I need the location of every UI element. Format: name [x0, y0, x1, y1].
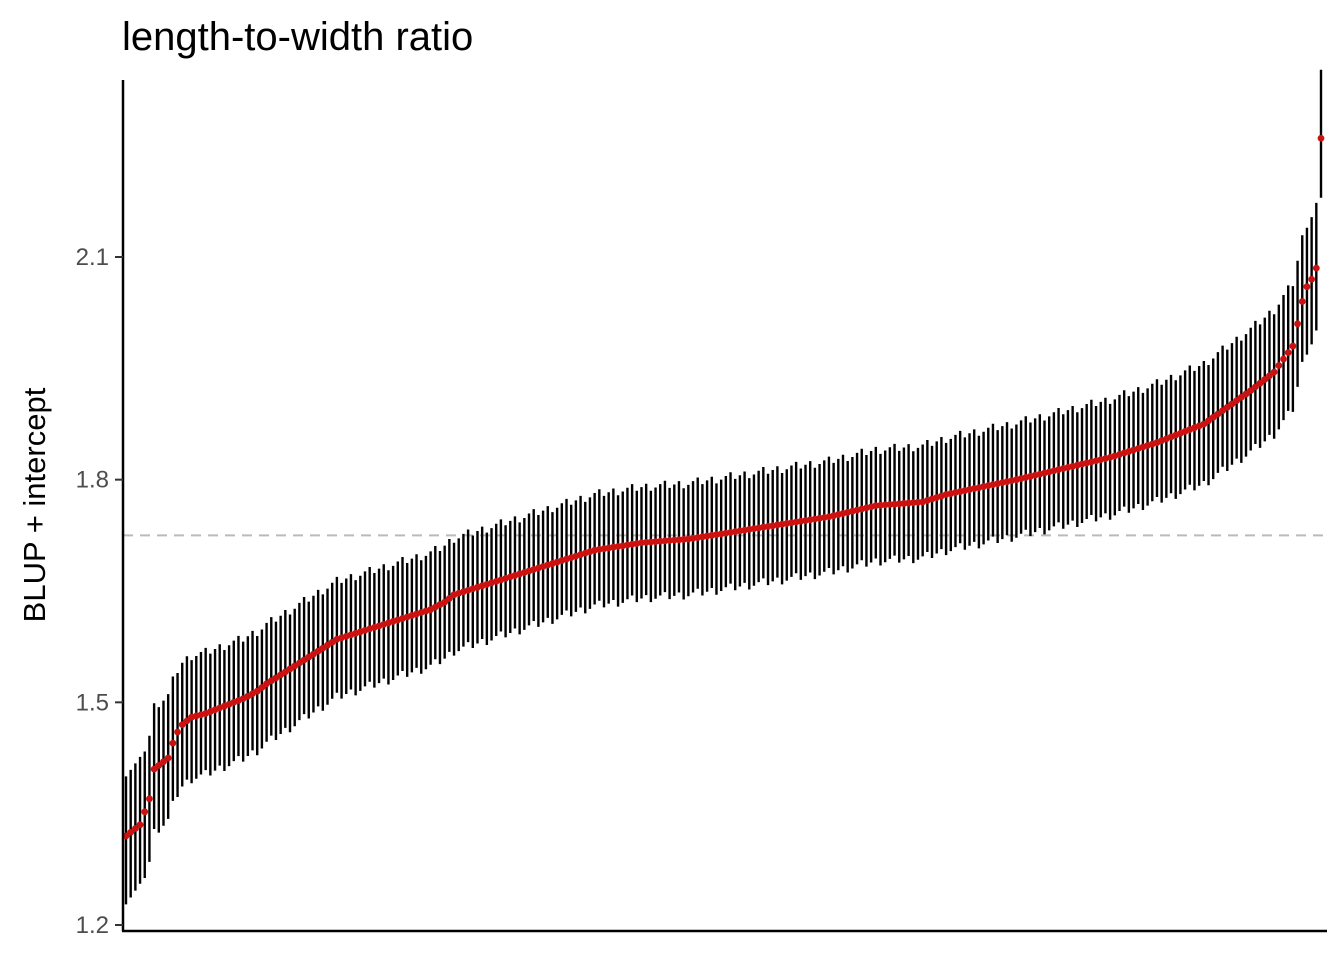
data-point: [1237, 393, 1245, 401]
data-point: [1251, 383, 1259, 391]
y-tick-label: 2.1: [76, 244, 109, 271]
data-point: [1303, 283, 1311, 291]
data-point: [1289, 342, 1297, 350]
data-point: [441, 598, 449, 606]
data-point: [1214, 410, 1222, 418]
data-point: [1242, 390, 1250, 398]
data-point: [1298, 298, 1306, 305]
data-point: [141, 808, 149, 816]
data-point: [1205, 417, 1212, 425]
data-point: [1247, 387, 1255, 394]
data-point: [127, 828, 135, 836]
data-point: [1312, 264, 1320, 272]
data-point: [146, 795, 153, 803]
data-point: [1209, 413, 1217, 421]
axes-layer: 1.2 1.5 1.8 2.1: [76, 80, 1327, 939]
y-tick-label: 1.2: [76, 912, 109, 939]
data-point: [445, 595, 453, 602]
data-point: [183, 717, 191, 725]
data-point: [253, 687, 261, 695]
data-point: [1266, 372, 1273, 380]
data-point: [1308, 275, 1316, 283]
data-point: [1317, 134, 1325, 142]
error-bars-layer: [124, 69, 1323, 905]
data-point: [131, 825, 139, 832]
data-point: [1280, 355, 1287, 363]
data-point: [150, 765, 158, 773]
data-point: [1228, 400, 1236, 408]
y-tick-label: 1.5: [76, 689, 109, 716]
data-point: [258, 684, 266, 691]
data-point: [164, 754, 172, 762]
chart-title: length-to-width ratio: [122, 15, 473, 59]
data-point: [1233, 397, 1241, 405]
data-point: [169, 739, 177, 747]
data-point: [136, 821, 144, 829]
y-tick-label: 1.8: [76, 467, 109, 494]
data-point: [1275, 362, 1283, 369]
y-axis-label: BLUP + intercept: [17, 387, 52, 622]
data-point: [1219, 407, 1226, 415]
data-point: [174, 728, 181, 736]
data-point: [155, 762, 163, 769]
data-point: [1284, 349, 1292, 356]
data-point: [1200, 420, 1208, 428]
data-point: [1294, 320, 1301, 328]
data-point: [1256, 379, 1264, 387]
data-point: [1223, 403, 1231, 411]
data-point: [1270, 368, 1278, 376]
data-point: [1261, 376, 1269, 383]
data-point: [160, 758, 167, 766]
data-point: [122, 832, 130, 840]
data-point: [178, 721, 186, 728]
points-layer: [122, 134, 1325, 840]
